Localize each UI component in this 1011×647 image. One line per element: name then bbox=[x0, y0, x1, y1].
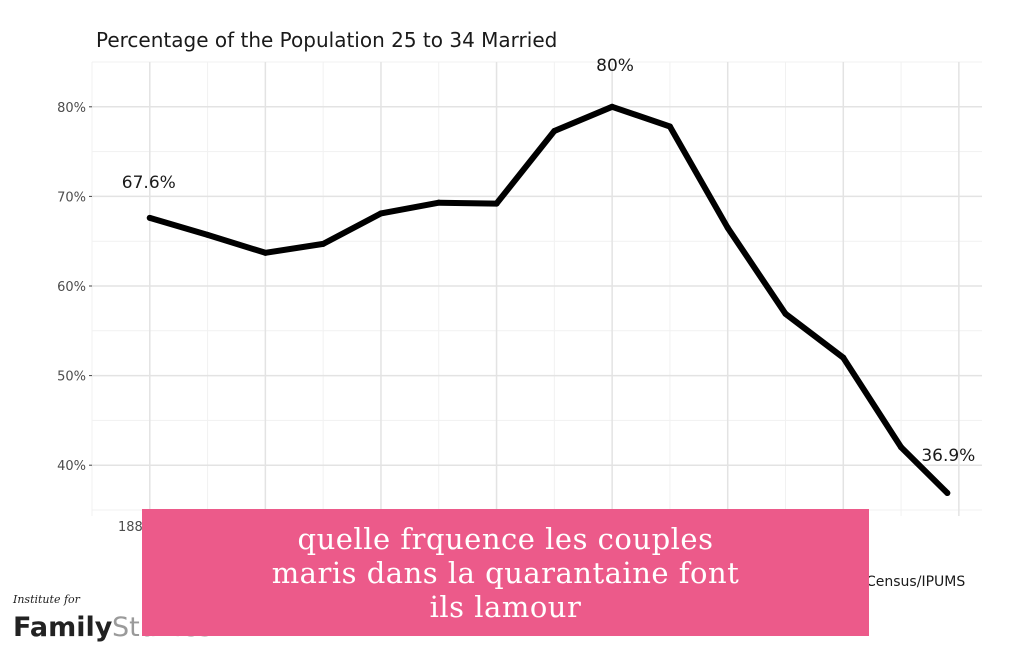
data-point-1900 bbox=[262, 249, 269, 256]
grid-major bbox=[92, 62, 982, 516]
data-label-2018: 36.9% bbox=[921, 446, 975, 466]
y-tick-label-70: 70% bbox=[57, 190, 86, 205]
data-point-1990 bbox=[782, 310, 789, 317]
data-point-1920 bbox=[377, 210, 384, 217]
x-axis-ticks: 188 bbox=[118, 520, 143, 535]
logo-subtitle: Institute for bbox=[12, 593, 81, 606]
y-tick-label-60: 60% bbox=[57, 280, 86, 295]
title-banner: quelle frquence les couples maris dans l… bbox=[142, 509, 869, 636]
series-points bbox=[146, 103, 951, 496]
data-point-2018 bbox=[944, 489, 951, 496]
x-tick-label-1880: 188 bbox=[118, 520, 143, 535]
data-point-1890 bbox=[204, 231, 211, 238]
data-point-1980 bbox=[724, 224, 731, 231]
data-point-2010 bbox=[898, 444, 905, 451]
data-point-1950 bbox=[551, 127, 558, 134]
data-point-2000 bbox=[840, 354, 847, 361]
data-point-1880 bbox=[146, 214, 153, 221]
data-point-1910 bbox=[320, 240, 327, 247]
source-note: Census/IPUMS bbox=[866, 574, 965, 590]
data-point-1960 bbox=[609, 103, 616, 110]
banner-text: quelle frquence les couples maris dans l… bbox=[272, 522, 740, 624]
chart-title: Percentage of the Population 25 to 34 Ma… bbox=[96, 28, 557, 52]
series-line bbox=[146, 103, 951, 496]
data-label-1880: 67.6% bbox=[122, 173, 176, 193]
banner-line-2: maris dans la quarantaine font bbox=[271, 555, 740, 590]
banner-line-3: ils lamour bbox=[429, 589, 582, 624]
y-tick-label-80: 80% bbox=[57, 101, 86, 116]
data-point-1930 bbox=[435, 199, 442, 206]
banner-line-1: quelle frquence les couples bbox=[297, 521, 714, 556]
logo-word-main: Family bbox=[13, 612, 113, 643]
y-tick-label-50: 50% bbox=[57, 370, 86, 385]
data-point-1940 bbox=[493, 200, 500, 207]
data-point-1970 bbox=[666, 123, 673, 130]
data-annotations: 67.6% 80% 36.9% bbox=[122, 56, 976, 466]
data-label-1960: 80% bbox=[596, 56, 634, 76]
grid-minor bbox=[91, 61, 982, 516]
y-tick-label-40: 40% bbox=[57, 459, 86, 474]
y-axis-ticks: 40% 50% 60% 70% 80% bbox=[57, 101, 92, 474]
